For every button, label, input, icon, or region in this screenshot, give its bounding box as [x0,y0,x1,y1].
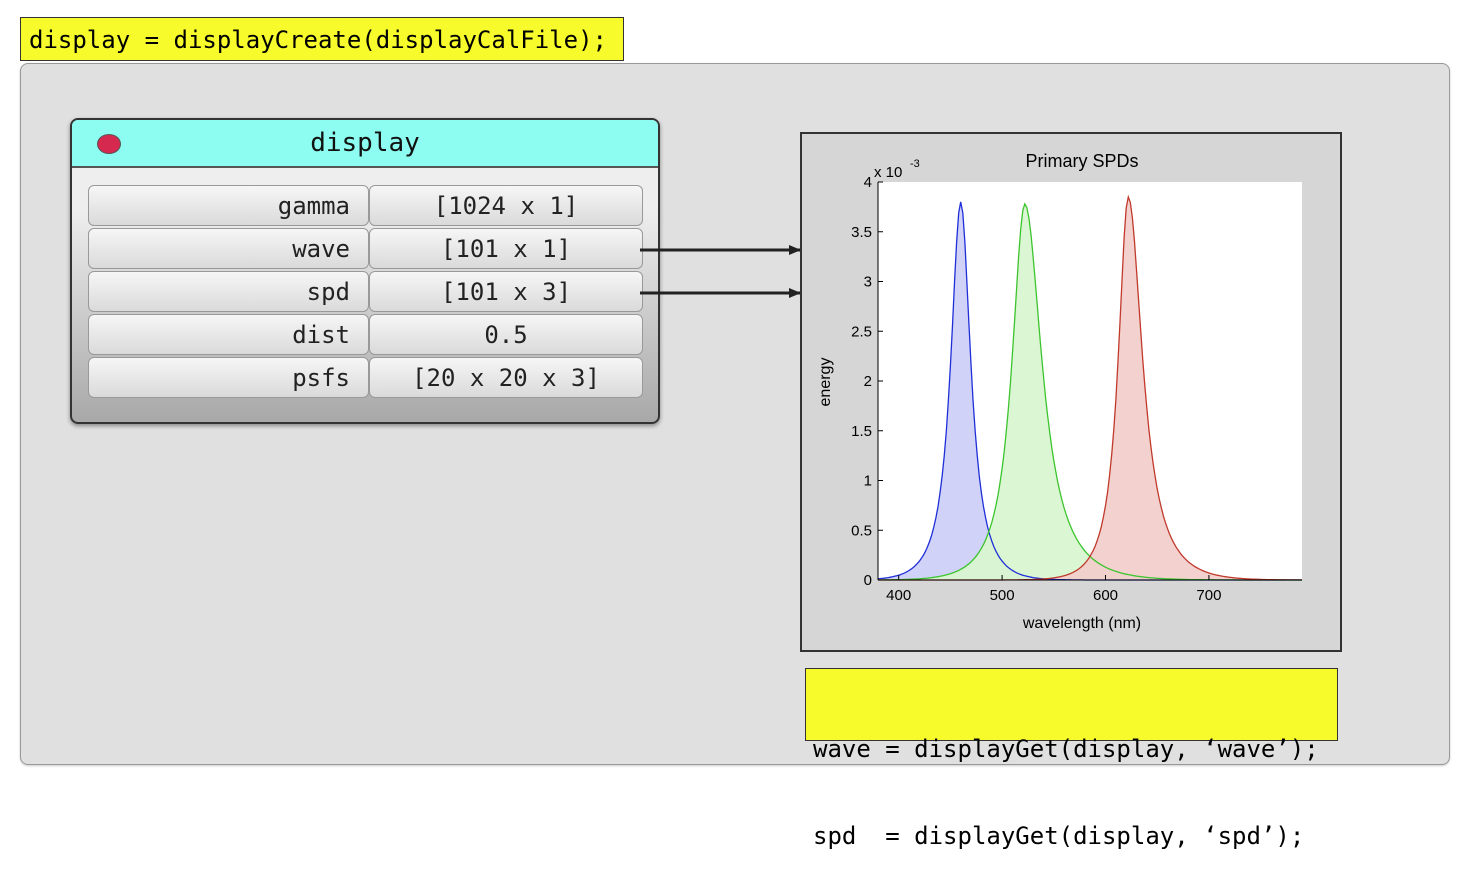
field-key-wave: wave [88,228,369,269]
chart-title: Primary SPDs [1025,151,1138,171]
struct-title: display [310,128,420,158]
y-exponent-value: -3 [910,158,920,170]
field-key-dist: dist [88,314,369,355]
series-0-area [878,201,1302,580]
field-value-dist: 0.5 [369,314,643,355]
y-tick-label: 0.5 [851,522,872,539]
field-value-gamma: [1024 x 1] [369,185,643,226]
y-tick-label: 2 [864,373,872,390]
y-tick-label: 2.5 [851,323,872,340]
arrows-layer [640,245,801,298]
x-tick-label: 500 [990,587,1015,604]
x-axis-label: wavelength (nm) [1022,615,1141,632]
y-exponent-label: x 10 [874,164,902,181]
field-key-psfs: psfs [88,357,369,398]
y-tick-label: 3 [864,274,872,291]
x-tick-label: 600 [1093,587,1118,604]
x-tick-label: 700 [1196,587,1221,604]
field-key-gamma: gamma [88,185,369,226]
spd-chart: 400 500 600 700 0 0.5 1 1.5 2 2.5 3 3.5 4 Primary SP… [817,151,1302,632]
y-tick-label: 3.5 [851,224,872,241]
get-code-label: wave = displayGet(display, ‘wave’); spd … [805,668,1338,850]
field-value-wave: [101 x 1] [369,228,643,269]
y-tick-label: 4 [864,174,872,191]
code-line-wave: wave = displayGet(display, ‘wave’); [813,735,1319,763]
field-value-psfs: [20 x 20 x 3] [369,357,643,398]
y-axis-label: energy [817,358,834,407]
y-tick-label: 1.5 [851,423,872,440]
struct-header: display [72,120,658,168]
spd-figure: 400 500 600 700 0 0.5 1 1.5 2 2.5 3 3.5 4 Primary SP… [800,132,1342,652]
y-tick-label: 1 [864,473,872,490]
record-dot-icon [97,134,121,154]
code-line-spd: spd = displayGet(display, ‘spd’); [813,822,1305,850]
field-value-spd: [101 x 3] [369,271,643,312]
field-key-spd: spd [88,271,369,312]
x-tick-label: 400 [886,587,911,604]
display-struct-box: display gamma [1024 x 1] wave [101 x 1] … [70,118,660,424]
y-tick-label: 0 [864,572,872,589]
create-code-label: display = displayCreate(displayCalFile); [20,17,624,61]
